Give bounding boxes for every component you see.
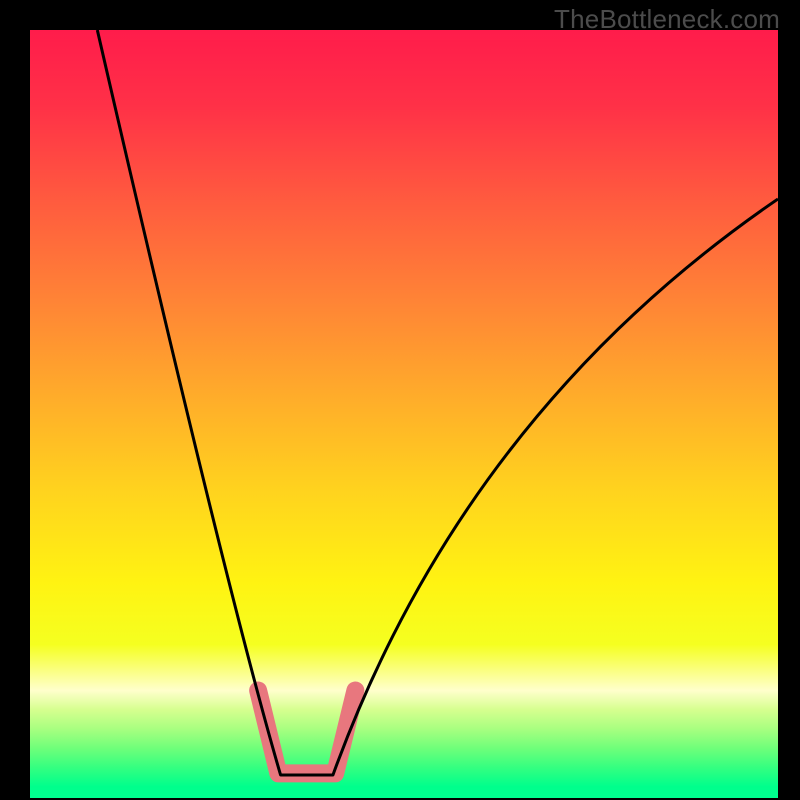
watermark-text: TheBottleneck.com: [554, 4, 780, 35]
bottleneck-v-curve: [97, 30, 778, 775]
bottom-u-marker: [258, 690, 355, 773]
curve-layer: [30, 30, 778, 798]
plot-area: [30, 30, 778, 798]
